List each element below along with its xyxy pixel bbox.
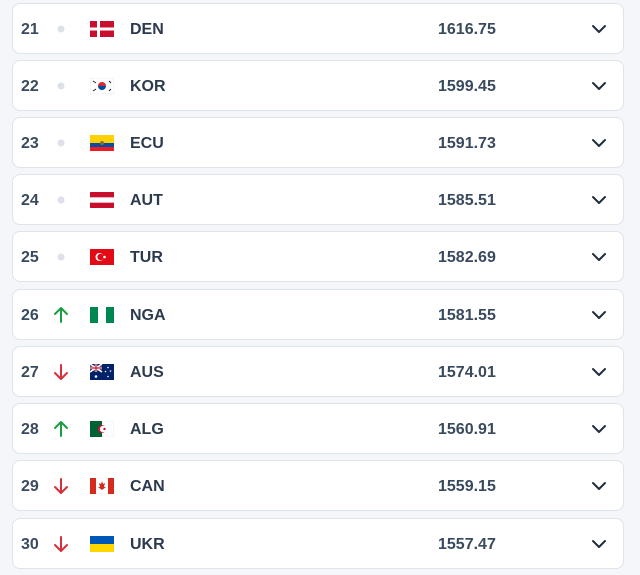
movement-down — [54, 478, 68, 494]
points: 1582.69 — [438, 249, 496, 266]
expand-button[interactable] — [589, 133, 609, 153]
team-code: AUS — [130, 364, 164, 381]
ranking-row[interactable]: 24 AUT 1585.51 — [12, 174, 624, 225]
ranking-row[interactable]: 22 KOR 1599.45 — [12, 60, 624, 111]
flag — [90, 249, 114, 265]
expand-button[interactable] — [589, 76, 609, 96]
points: 1585.51 — [438, 192, 496, 209]
flag — [90, 135, 114, 151]
points: 1560.91 — [438, 421, 496, 438]
flag — [90, 307, 114, 323]
expand-button[interactable] — [589, 19, 609, 39]
ranking-row[interactable]: 21 DEN 1616.75 — [12, 3, 624, 54]
ranking-row[interactable]: 25 TUR 1582.69 — [12, 231, 624, 282]
expand-button[interactable] — [589, 190, 609, 210]
expand-button[interactable] — [589, 247, 609, 267]
expand-button[interactable] — [589, 305, 609, 325]
points: 1559.15 — [438, 478, 496, 495]
movement-none — [57, 82, 65, 90]
movement-none — [57, 253, 65, 261]
team-code: ECU — [130, 135, 164, 152]
expand-button[interactable] — [589, 476, 609, 496]
flag — [90, 78, 114, 94]
expand-button[interactable] — [589, 419, 609, 439]
team-code: NGA — [130, 307, 166, 324]
expand-button[interactable] — [589, 534, 609, 554]
rank: 30 — [21, 536, 39, 553]
team-code: AUT — [130, 192, 163, 209]
team-code: UKR — [130, 536, 165, 553]
points: 1591.73 — [438, 135, 496, 152]
movement-up — [54, 421, 68, 437]
points: 1599.45 — [438, 78, 496, 95]
points: 1574.01 — [438, 364, 496, 381]
flag — [90, 421, 114, 437]
ranking-row[interactable]: 28 ALG 1560.91 — [12, 403, 624, 454]
rank: 26 — [21, 307, 39, 324]
team-code: TUR — [130, 249, 163, 266]
movement-none — [57, 25, 65, 33]
movement-down — [54, 364, 68, 380]
rank: 22 — [21, 78, 39, 95]
rank: 27 — [21, 364, 39, 381]
ranking-row[interactable]: 27 AUS 1574.01 — [12, 346, 624, 397]
ranking-row[interactable]: 29 CAN 1559.15 — [12, 460, 624, 511]
movement-up — [54, 307, 68, 323]
points: 1616.75 — [438, 21, 496, 38]
rank: 24 — [21, 192, 39, 209]
points: 1581.55 — [438, 307, 496, 324]
team-code: CAN — [130, 478, 165, 495]
flag — [90, 364, 114, 380]
points: 1557.47 — [438, 536, 496, 553]
team-code: KOR — [130, 78, 166, 95]
movement-down — [54, 536, 68, 552]
expand-button[interactable] — [589, 362, 609, 382]
movement-none — [57, 139, 65, 147]
flag — [90, 21, 114, 37]
flag — [90, 478, 114, 494]
rank: 21 — [21, 21, 39, 38]
ranking-row[interactable]: 26 NGA 1581.55 — [12, 289, 624, 340]
flag — [90, 536, 114, 552]
flag — [90, 192, 114, 208]
ranking-row[interactable]: 30 UKR 1557.47 — [12, 518, 624, 569]
ranking-row[interactable]: 23 ECU 1591.73 — [12, 117, 624, 168]
rank: 28 — [21, 421, 39, 438]
movement-none — [57, 196, 65, 204]
rank: 23 — [21, 135, 39, 152]
team-code: ALG — [130, 421, 164, 438]
team-code: DEN — [130, 21, 164, 38]
rank: 29 — [21, 478, 39, 495]
rank: 25 — [21, 249, 39, 266]
